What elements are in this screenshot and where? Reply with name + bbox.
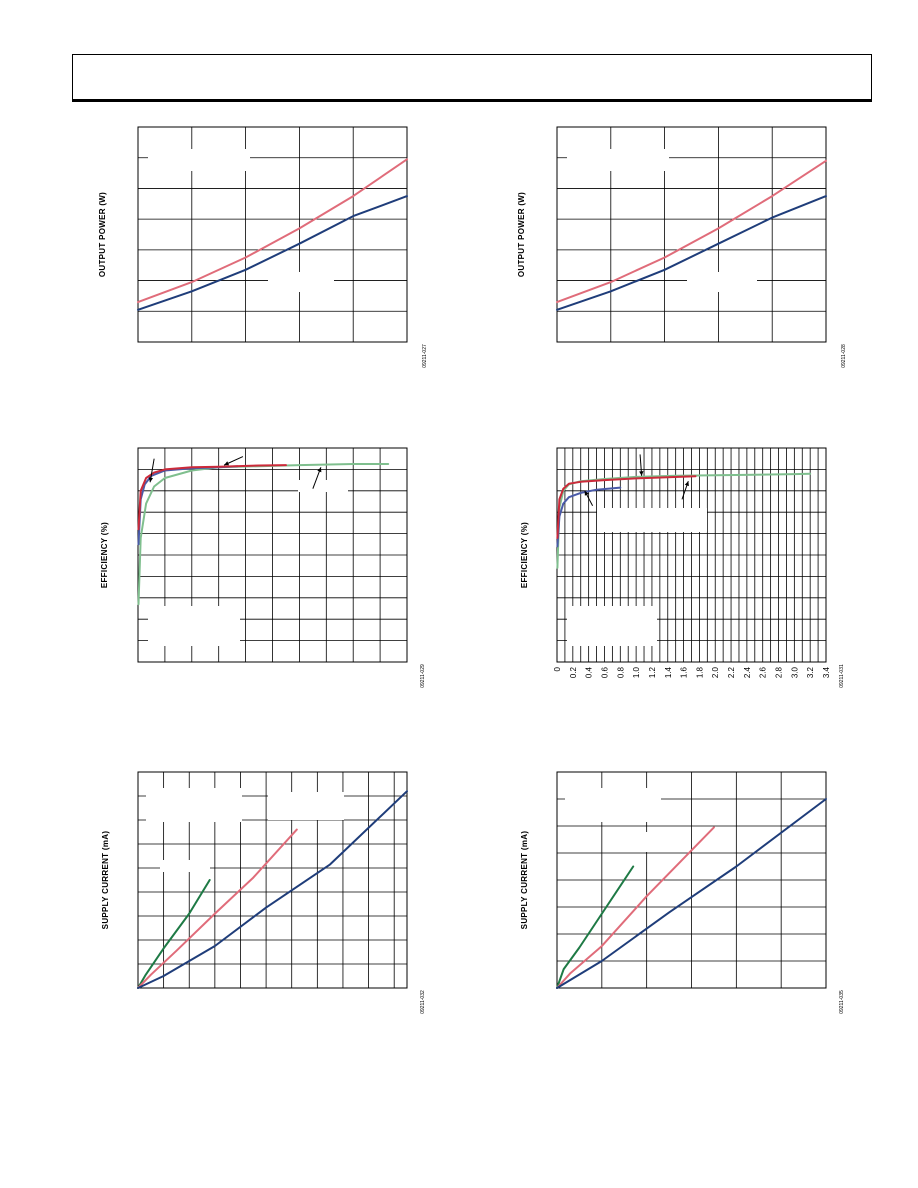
series-line-3 (556, 475, 697, 539)
legend-knockout (148, 149, 250, 171)
series-line-1 (137, 158, 408, 304)
series-line-1 (137, 463, 390, 606)
legend-knockout (268, 272, 334, 292)
plot-frame (556, 771, 827, 989)
series-line-2 (137, 465, 239, 546)
figure-id: 09211-032 (420, 990, 426, 1014)
x-tick-label: 2.0 (711, 666, 720, 678)
series-line-3 (137, 790, 408, 989)
legend-knockout (565, 788, 661, 822)
series-line-2 (556, 826, 715, 989)
legend-knockout (268, 792, 344, 820)
annotation-arrowhead (148, 477, 154, 483)
legend-knockout (146, 788, 242, 822)
plot-frame (137, 126, 408, 343)
y-axis-label: SUPPLY CURRENT (mA) (520, 831, 529, 930)
series-line-1 (556, 865, 635, 989)
plot-frame (137, 771, 408, 989)
y-axis-label: SUPPLY CURRENT (mA) (101, 831, 110, 930)
x-tick-label: 0.4 (585, 666, 594, 678)
y-axis-label: EFFICIENCY (%) (520, 522, 529, 588)
x-tick-label: 0 (553, 666, 562, 671)
series-line-2 (137, 828, 298, 989)
legend-knockout (298, 480, 348, 492)
chart-supply-current-left: SUPPLY CURRENT (mA) 09211-032 (101, 771, 426, 1014)
legend-knockout (637, 832, 677, 852)
annotation-arrowhead (584, 490, 589, 496)
legend-knockout (567, 149, 669, 171)
series-line-2 (137, 195, 408, 311)
x-tick-label: 1.4 (664, 666, 673, 678)
figure-id: 09211-029 (420, 664, 426, 688)
x-tick-label: 2.2 (727, 666, 736, 678)
x-tick-label: 1.0 (632, 666, 641, 678)
figure-id: 09211-035 (839, 990, 845, 1014)
series-line-2 (556, 195, 827, 311)
series-line-3 (556, 798, 827, 989)
x-tick-label: 2.6 (759, 666, 768, 678)
chart-output-power-left: OUTPUT POWER (W) 09211-027 (98, 126, 428, 368)
legend-knockout (687, 272, 757, 292)
chart-efficiency-right: EFFICIENCY (%) 09211-031 0 0.2 0.4 0.6 0.8 1.0 1… (520, 447, 845, 688)
x-tick-label: 0.2 (569, 666, 578, 678)
plot-frame (137, 447, 408, 663)
x-tick-label: 1.8 (695, 666, 704, 678)
series-line-3 (137, 464, 287, 531)
annotation-arrowhead (684, 481, 689, 487)
series-line-1 (556, 159, 827, 304)
x-tick-label: 2.8 (775, 666, 784, 678)
x-tick-label: 3.0 (790, 666, 799, 678)
y-axis-label: OUTPUT POWER (W) (517, 192, 526, 277)
x-tick-label: 3.2 (806, 666, 815, 678)
legend-knockout (597, 508, 707, 532)
series-line-1 (556, 472, 812, 569)
series-line-1 (137, 879, 211, 989)
annotation-arrowhead (317, 467, 322, 473)
legend-knockout (148, 606, 240, 646)
x-tick-label: 1.6 (680, 666, 689, 678)
chart-efficiency-left: EFFICIENCY (%) 09211-029 (100, 447, 426, 688)
legend-knockout (567, 606, 657, 646)
annotation-arrowhead (224, 461, 230, 466)
chart-output-power-right: OUTPUT POWER (W) 09211-028 (517, 126, 847, 368)
figure-id: 09211-028 (841, 344, 847, 368)
x-tick-label: 3.4 (822, 666, 831, 678)
y-axis-label: EFFICIENCY (%) (100, 522, 109, 588)
y-axis-label: OUTPUT POWER (W) (98, 192, 107, 277)
legend-knockout (160, 860, 210, 872)
figure-id: 09211-027 (422, 344, 428, 368)
annotation-arrowhead (639, 471, 644, 476)
page-header-box (72, 54, 872, 102)
x-tick-label: 0.8 (616, 666, 625, 678)
plot-frame (556, 126, 827, 343)
chart-supply-current-right: SUPPLY CURRENT (mA) 09211-035 (520, 771, 845, 1014)
figure-id: 09211-031 (839, 664, 845, 688)
x-tick-label: 2.4 (743, 666, 752, 678)
x-tick-label: 1.2 (648, 666, 657, 678)
x-tick-label: 0.6 (600, 666, 609, 678)
